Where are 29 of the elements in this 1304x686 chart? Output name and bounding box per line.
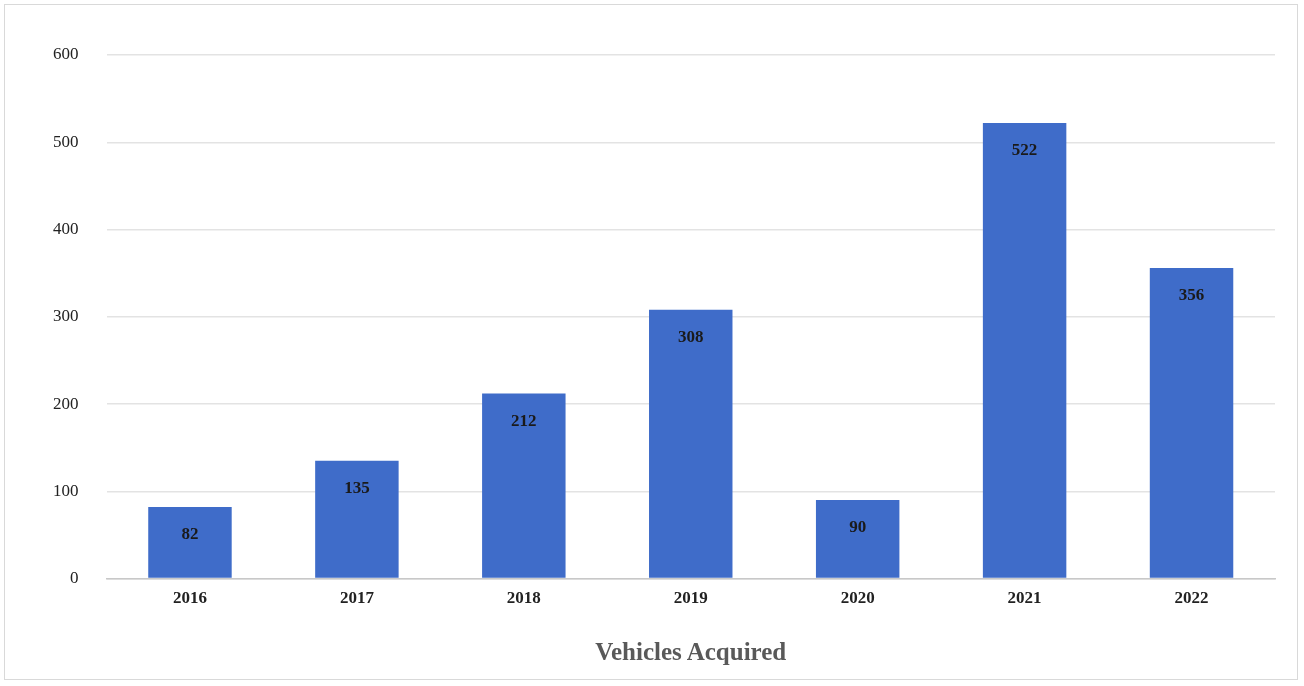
x-tick-label: 2020 — [840, 588, 875, 608]
data-label: 212 — [511, 410, 537, 430]
data-label: 308 — [678, 327, 704, 347]
bar — [815, 500, 900, 578]
x-tick-label: 2021 — [1007, 588, 1042, 608]
data-label: 135 — [344, 478, 370, 498]
data-label: 82 — [181, 524, 199, 544]
bar — [1149, 267, 1234, 578]
bar — [982, 123, 1067, 578]
y-tick-label: 400 — [53, 219, 79, 238]
bar — [315, 460, 399, 578]
bar — [482, 393, 566, 578]
y-tick-label: 200 — [53, 393, 79, 413]
y-tick-label: 600 — [53, 44, 79, 64]
y-tick-label: 500 — [53, 131, 79, 151]
y-tick-label: 300 — [53, 306, 79, 326]
data-label: 356 — [1178, 285, 1205, 305]
x-tick-label: 2017 — [339, 588, 375, 608]
bar — [649, 309, 733, 578]
x-axis-title: Vehicles Acquired — [595, 638, 787, 666]
y-tick-label: 100 — [53, 480, 79, 500]
x-tick-label: 2022 — [1174, 588, 1209, 608]
x-tick-label: 2018 — [506, 588, 541, 608]
x-tick-label: 2016 — [172, 588, 207, 608]
y-tick-label: 0 — [70, 568, 79, 588]
data-label: 522 — [1011, 140, 1038, 160]
data-label: 90 — [849, 517, 867, 537]
x-tick-label: 2019 — [673, 588, 708, 608]
bar — [148, 507, 232, 578]
